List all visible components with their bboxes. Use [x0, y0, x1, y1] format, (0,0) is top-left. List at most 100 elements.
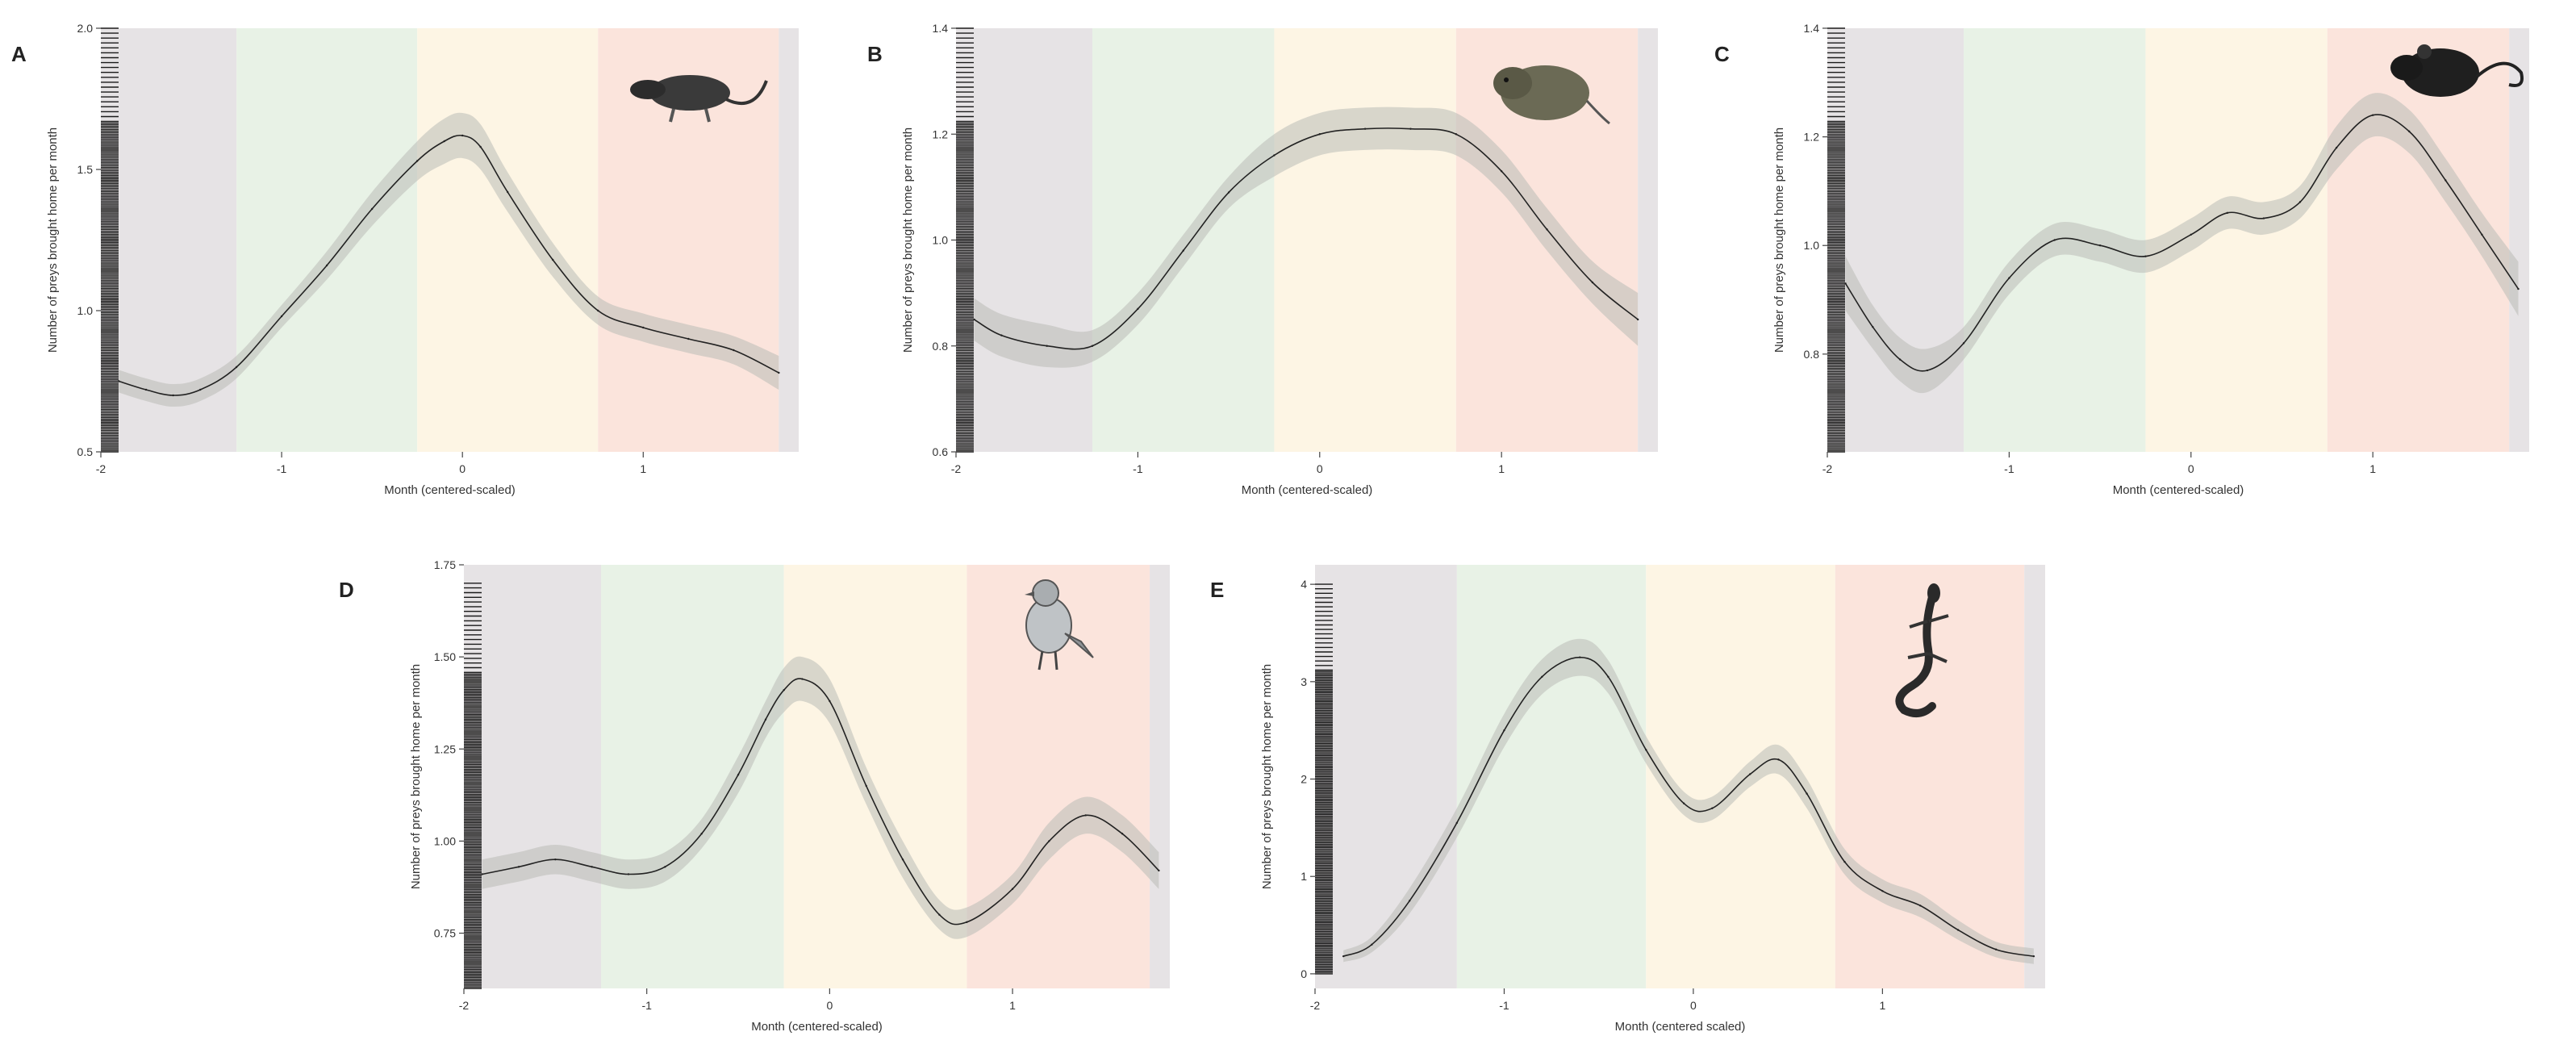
- panel-c: -2 -1 0 1 Month (centered-scaled) 0.8 1.0 1.2 1.…: [1714, 22, 2529, 497]
- y-tick-label: 1.2: [1804, 131, 1820, 144]
- data-point: [1994, 948, 1998, 950]
- x-axis: -2 -1 0 1: [1822, 452, 2376, 475]
- data-point: [2481, 233, 2483, 236]
- y-tick-label: 2: [1301, 773, 1307, 786]
- rug-marks: [1827, 27, 1845, 453]
- y-tick-label: 1.00: [434, 834, 456, 847]
- data-point: [700, 833, 703, 835]
- x-tick-label: -1: [1133, 462, 1143, 475]
- vole-icon: [1493, 65, 1610, 125]
- data-point: [2444, 179, 2447, 182]
- y-tick-label: 1.25: [434, 742, 456, 755]
- data-point: [554, 859, 557, 861]
- data-point: [1409, 900, 1411, 902]
- x-tick-label: 1: [640, 462, 646, 475]
- data-point: [552, 258, 554, 261]
- data-point: [737, 774, 740, 776]
- data-point: [1843, 860, 1846, 863]
- data-point: [1711, 807, 1714, 809]
- data-point: [1455, 821, 1459, 825]
- data-point: [235, 366, 238, 369]
- panel-b: -2 -1 0 1 Month (centered-scaled) 0.6 0.8 1.0 1.…: [867, 22, 1658, 497]
- data-point: [829, 700, 831, 703]
- season-band-edge: [779, 28, 799, 452]
- data-point: [2008, 277, 2010, 279]
- data-point: [2335, 146, 2338, 149]
- data-point: [1227, 191, 1230, 194]
- fitted-line: [1844, 114, 2520, 372]
- x-tick-label: 0: [2188, 462, 2194, 475]
- data-point: [764, 718, 767, 721]
- data-point: [938, 913, 941, 916]
- panel-d: -2 -1 0 1 Month (centered-scaled) 0.75 1.00 1.2…: [339, 558, 1170, 1034]
- data-point: [1500, 169, 1503, 173]
- bird-icon: [1025, 579, 1094, 671]
- y-tick-label: 0.8: [933, 340, 949, 353]
- y-tick-label: 1.0: [1804, 239, 1820, 252]
- y-tick-label: 0: [1301, 967, 1307, 980]
- data-point: [2190, 233, 2192, 236]
- data-point: [1806, 792, 1808, 795]
- y-tick-label: 1.75: [434, 558, 456, 571]
- data-point: [801, 678, 804, 680]
- data-point: [597, 309, 599, 312]
- x-tick-label: 0: [459, 462, 466, 475]
- season-band-summer: [1274, 28, 1456, 452]
- season-band-winter: [1315, 565, 1457, 988]
- y-tick-label: 1.5: [77, 163, 94, 176]
- data-point: [1121, 833, 1124, 835]
- rat-icon: [2390, 44, 2524, 97]
- x-axis-title: Month (centered-scaled): [384, 483, 516, 497]
- data-point: [1137, 307, 1139, 311]
- data-point: [1342, 955, 1345, 958]
- fitted-line: [974, 127, 1639, 350]
- panel-letter: D: [339, 578, 354, 602]
- x-axis: -2 -1 0 1: [1310, 988, 1885, 1012]
- data-point: [507, 190, 509, 194]
- data-point: [2098, 244, 2102, 247]
- y-tick-label: 1.0: [933, 234, 949, 247]
- data-point: [1409, 127, 1412, 130]
- panel-a: -2 -1 0 1 Month (centered-scaled) 0.5 1.0 1.5 2.…: [11, 22, 799, 497]
- data-point: [2144, 255, 2147, 257]
- data-point: [1645, 749, 1647, 751]
- data-point: [1872, 325, 1874, 328]
- x-tick-label: -2: [1822, 462, 1833, 475]
- y-axis-title: Number of preys brought home per month: [901, 127, 915, 353]
- data-point: [2226, 211, 2229, 215]
- data-point: [2371, 114, 2374, 116]
- x-tick-label: 0: [826, 999, 833, 1012]
- data-point: [1844, 282, 1847, 285]
- data-point: [1579, 656, 1581, 658]
- y-axis-title: Number of preys brought home per month: [1772, 127, 1786, 353]
- data-point: [687, 337, 690, 340]
- data-point: [1318, 133, 1321, 136]
- shrew-icon: [630, 75, 768, 123]
- data-point: [966, 921, 968, 924]
- data-point: [481, 873, 483, 875]
- confidence-band: [119, 112, 779, 407]
- data-point: [901, 859, 904, 861]
- data-point: [1011, 888, 1014, 890]
- data-point: [591, 866, 593, 868]
- data-point: [865, 784, 867, 788]
- data-point: [443, 140, 445, 143]
- x-tick-label: 0: [1317, 462, 1323, 475]
- x-axis-title: Month (centered scaled): [1615, 1020, 1746, 1034]
- confidence-band: [482, 656, 1159, 939]
- x-tick-label: -1: [641, 999, 652, 1012]
- y-axis-title: Number of preys brought home per month: [46, 127, 60, 353]
- season-band-edge: [1638, 28, 1658, 452]
- data-point: [778, 371, 780, 374]
- season-band-winter: [956, 28, 1093, 452]
- data-point: [1046, 345, 1048, 347]
- confidence-band: [1343, 638, 2034, 964]
- season-band-edge: [2509, 28, 2529, 452]
- data-point: [1591, 281, 1594, 284]
- x-axis: -2 -1 0 1: [459, 988, 1016, 1012]
- y-axis: 0.5 1.0 1.5 2.0: [77, 22, 101, 458]
- y-tick-label: 0.5: [77, 445, 94, 458]
- y-axis-title: Number of preys brought home per month: [1260, 664, 1274, 889]
- y-tick-label: 1.50: [434, 650, 456, 663]
- y-tick-label: 0.8: [1804, 348, 1820, 361]
